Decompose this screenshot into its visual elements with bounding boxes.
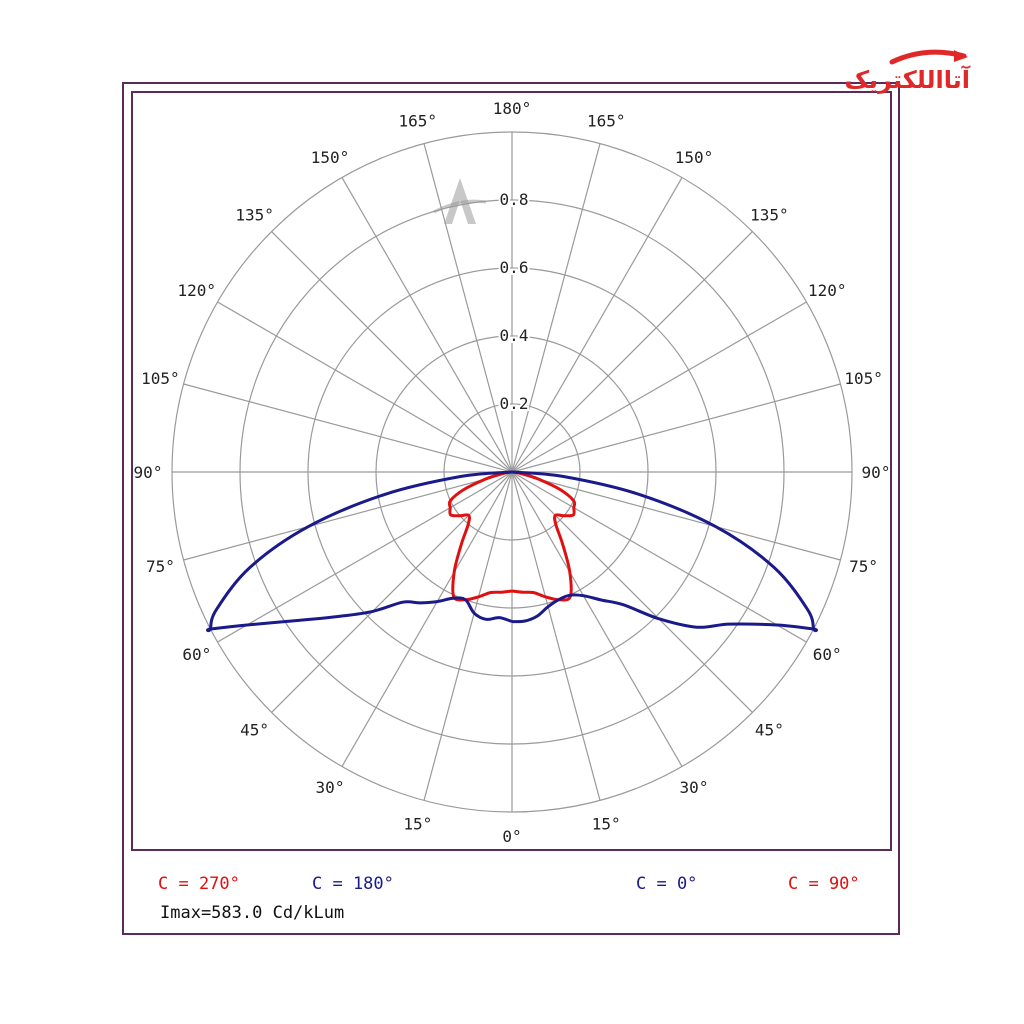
legend-c180: C = 180° <box>312 874 394 894</box>
grid-spoke <box>511 143 601 473</box>
angle-label-right: 150° <box>675 148 714 167</box>
angle-label-right: 60° <box>813 645 842 664</box>
plot-frame <box>131 91 892 851</box>
grid-spoke <box>511 471 683 767</box>
angle-label-right: 75° <box>849 557 878 576</box>
imax-label: Imax=583.0 Cd/kLum <box>160 903 345 923</box>
grid-spoke <box>341 471 513 767</box>
angle-label-left: 30° <box>316 778 345 797</box>
brand-logo-text: آتااللکتریک <box>844 65 970 94</box>
series-line-c-0 <box>511 470 819 633</box>
grid-spoke <box>341 177 513 473</box>
angle-label-left: 45° <box>240 720 269 739</box>
angle-label-left: 135° <box>235 206 274 225</box>
grid-spoke <box>511 471 841 561</box>
angle-label-left: 15° <box>403 815 432 834</box>
watermark-logo-icon <box>433 178 487 224</box>
angle-label-right: 90° <box>862 463 891 482</box>
angle-label-right: 105° <box>844 369 883 388</box>
angle-label-right: 15° <box>592 815 621 834</box>
angle-label-right: 165° <box>587 111 626 130</box>
grid-spoke <box>217 471 513 643</box>
grid-spoke <box>423 143 513 473</box>
legend-c90: C = 90° <box>788 874 860 894</box>
ring-label: 0.8 <box>500 190 529 209</box>
angle-label-left: 0° <box>502 827 521 846</box>
angle-label-left: 180° <box>493 99 532 118</box>
angle-label-right: 135° <box>750 206 789 225</box>
grid-spoke <box>183 471 513 561</box>
angle-label-left: 165° <box>399 111 438 130</box>
grid-spoke <box>423 471 513 801</box>
grid-spoke <box>511 231 753 473</box>
series-line-c-90 <box>511 470 577 602</box>
angle-label-right: 120° <box>808 281 847 300</box>
angle-label-right: 45° <box>755 720 784 739</box>
angle-label-left: 90° <box>134 463 163 482</box>
series-line-c-270 <box>447 470 513 602</box>
outer-frame <box>122 82 900 935</box>
grid-spoke <box>217 301 513 473</box>
grid-spoke <box>183 383 513 473</box>
ring-label: 0.2 <box>500 394 529 413</box>
brand-logo: آتااللکتریک <box>844 49 971 94</box>
grid-spoke <box>511 177 683 473</box>
legend-c270: C = 270° <box>158 874 240 894</box>
grid-spoke <box>511 471 807 643</box>
angle-label-left: 150° <box>311 148 350 167</box>
angle-label-left: 105° <box>141 369 180 388</box>
grid-spoke <box>511 301 807 473</box>
angle-label-left: 120° <box>178 281 217 300</box>
ring-label: 0.6 <box>500 258 529 277</box>
grid-spoke <box>511 471 601 801</box>
grid-spoke <box>511 471 753 713</box>
grid-spoke <box>271 231 513 473</box>
grid-spoke <box>511 383 841 473</box>
ring-label: 0.4 <box>500 326 529 345</box>
grid-spoke <box>271 471 513 713</box>
angle-label-right: 30° <box>680 778 709 797</box>
angle-label-left: 60° <box>182 645 211 664</box>
series-line-c-180 <box>205 470 513 633</box>
legend-c0: C = 0° <box>636 874 698 894</box>
angle-label-left: 75° <box>146 557 175 576</box>
